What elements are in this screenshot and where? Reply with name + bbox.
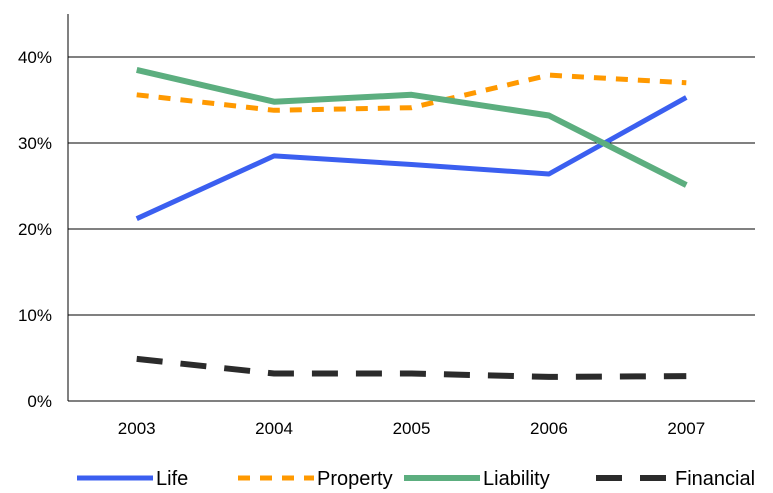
legend-label-property: Property [317, 468, 393, 490]
y-tick-label: 10% [18, 306, 52, 325]
y-tick-labels: 0% 10% 20% 30% 40% [18, 48, 52, 411]
legend: Life Property Liability Financial [77, 468, 755, 490]
legend-label-financial: Financial [675, 468, 755, 490]
series-line-liability [136, 66, 688, 188]
gridlines [68, 56, 755, 316]
legend-label-liability: Liability [483, 468, 550, 490]
series-line-life [135, 95, 688, 221]
series-line-financial [136, 355, 687, 380]
y-tick-label: 40% [18, 48, 52, 67]
series-line-property [136, 72, 687, 113]
x-tick-label: 2003 [118, 419, 156, 438]
y-tick-label: 30% [18, 134, 52, 153]
x-tick-labels: 2003 2004 2005 2006 2007 [118, 419, 705, 438]
x-tick-label: 2007 [667, 419, 705, 438]
axes [67, 14, 755, 402]
x-tick-label: 2005 [393, 419, 431, 438]
x-tick-label: 2006 [530, 419, 568, 438]
series-lines [135, 66, 688, 380]
x-tick-label: 2004 [255, 419, 293, 438]
y-tick-label: 0% [27, 392, 52, 411]
legend-label-life: Life [156, 468, 188, 490]
y-tick-label: 20% [18, 220, 52, 239]
